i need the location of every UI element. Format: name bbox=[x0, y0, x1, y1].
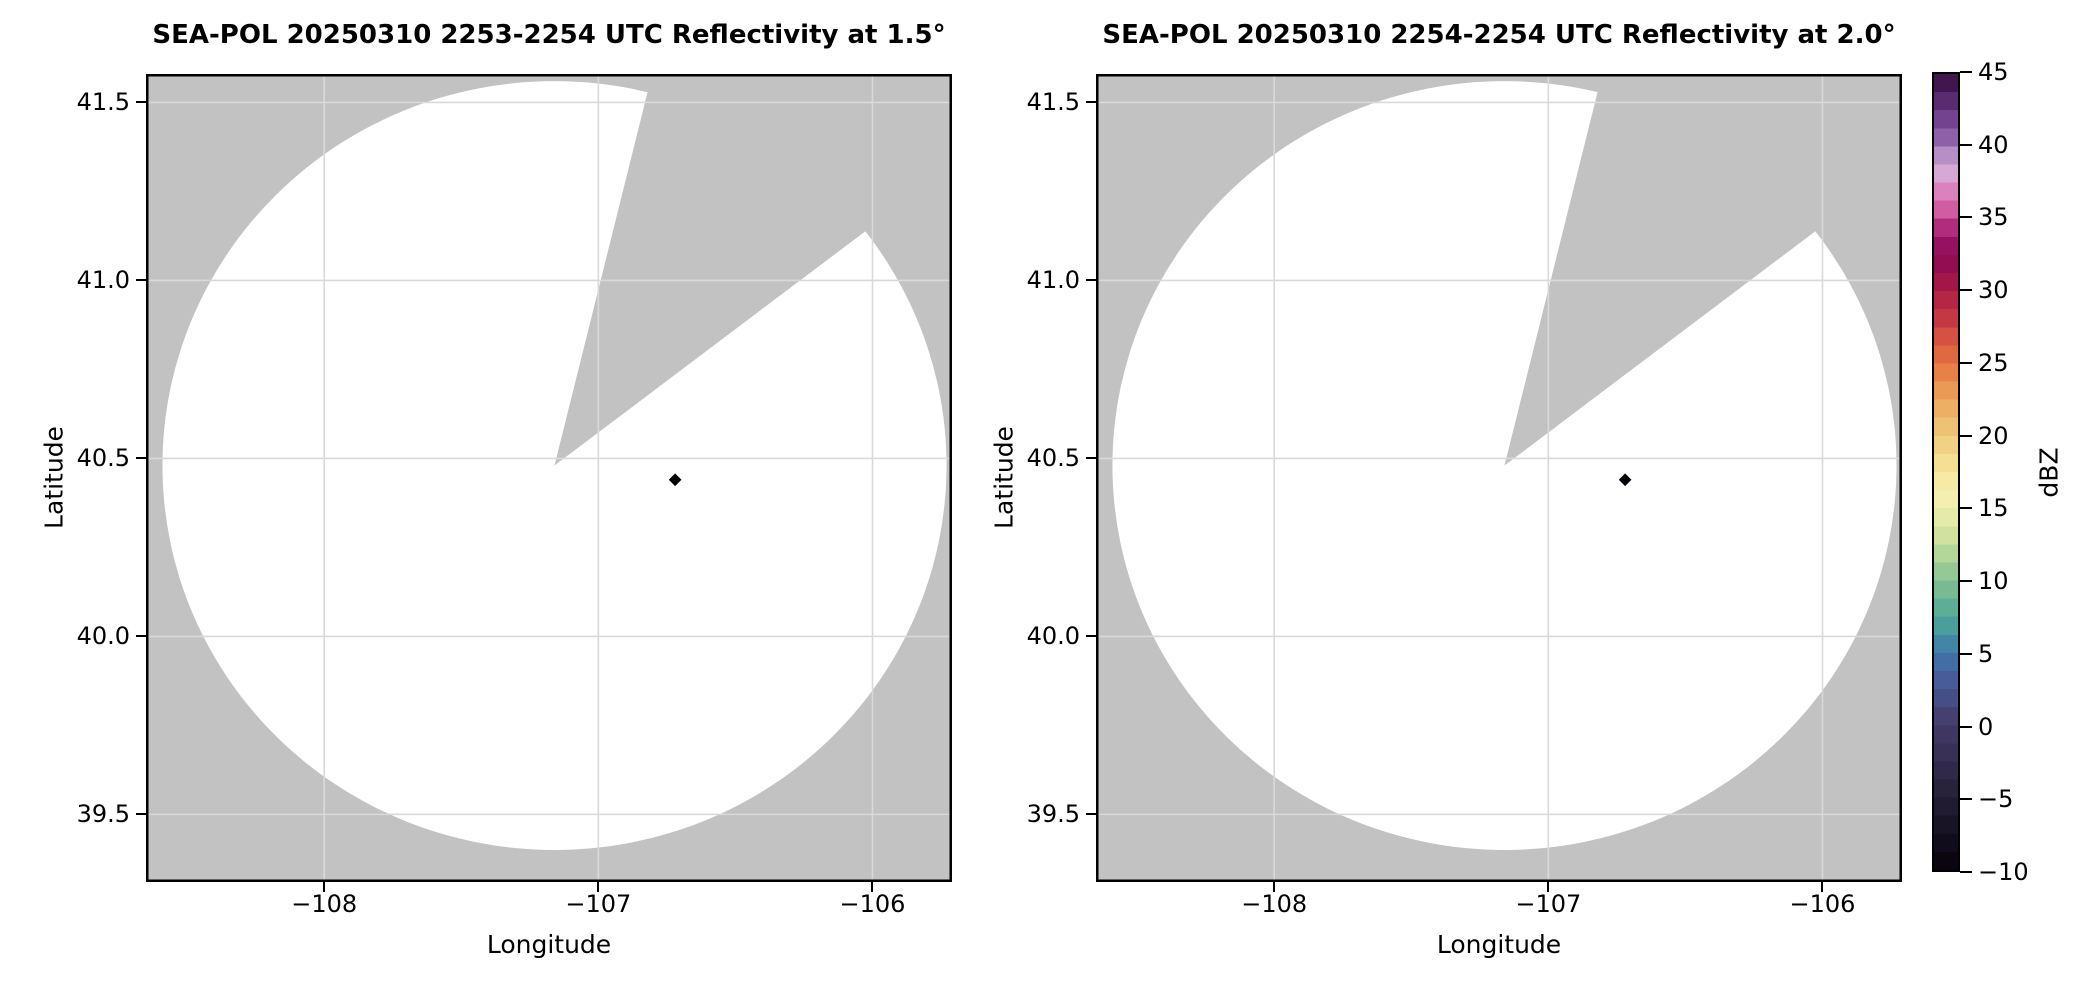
y-tick-label: 41.5 bbox=[76, 88, 130, 117]
colorbar-tick-mark bbox=[1960, 143, 1972, 146]
x-tick-label: −107 bbox=[1515, 890, 1582, 918]
x-tick-mark bbox=[323, 882, 326, 892]
x-tick-mark bbox=[1273, 882, 1276, 892]
y-axis-label-right: Latitude bbox=[989, 426, 1019, 529]
blocked-sector-wedge bbox=[554, 74, 952, 466]
plot-border bbox=[146, 74, 952, 882]
y-tick-mark bbox=[1086, 279, 1096, 282]
x-axis-label-right: Longitude bbox=[1436, 930, 1562, 959]
x-tick-mark bbox=[1547, 882, 1550, 892]
colorbar-tick-mark bbox=[1960, 361, 1972, 364]
colorbar-tick-label: 45 bbox=[1978, 58, 2009, 86]
y-tick-mark bbox=[136, 457, 146, 460]
radar-plot-area-left bbox=[146, 74, 952, 882]
colorbar-tick-label: −10 bbox=[1978, 858, 2029, 886]
colorbar-tick-label: −5 bbox=[1978, 785, 2014, 814]
x-tick-mark bbox=[597, 882, 600, 892]
x-tick-label: −107 bbox=[565, 890, 632, 918]
x-tick-label: −108 bbox=[1241, 890, 1308, 918]
y-tick-label: 40.0 bbox=[76, 622, 130, 651]
y-axis-label-left: Latitude bbox=[39, 426, 69, 529]
x-tick-mark bbox=[871, 882, 874, 892]
colorbar-tick-mark bbox=[1960, 71, 1972, 73]
y-tick-label: 40.5 bbox=[1026, 444, 1080, 473]
colorbar-tick-mark bbox=[1960, 216, 1972, 219]
radar-plot-area-right bbox=[1096, 74, 1902, 882]
colorbar-tick-mark bbox=[1960, 798, 1972, 801]
radar-ppi-svg bbox=[1096, 74, 1902, 882]
colorbar-tick-label: 25 bbox=[1978, 348, 2009, 377]
y-tick-mark bbox=[136, 279, 146, 282]
colorbar-tick-mark bbox=[1960, 434, 1972, 437]
y-tick-mark bbox=[1086, 457, 1096, 460]
x-tick-label: −108 bbox=[291, 890, 358, 918]
x-tick-label: −106 bbox=[1789, 890, 1856, 918]
colorbar bbox=[1932, 72, 1960, 872]
y-tick-label: 41.5 bbox=[1026, 88, 1080, 117]
colorbar-tick-mark bbox=[1960, 652, 1972, 655]
colorbar-axis-label: dBZ bbox=[2034, 447, 2064, 498]
y-tick-label: 41.0 bbox=[76, 266, 130, 295]
plot-border bbox=[1096, 74, 1902, 882]
y-tick-mark bbox=[1086, 101, 1096, 104]
echo-point-marker bbox=[1618, 473, 1632, 487]
y-tick-label: 39.5 bbox=[1026, 800, 1080, 829]
y-tick-label: 40.0 bbox=[1026, 622, 1080, 651]
colorbar-tick-label: 30 bbox=[1978, 276, 2009, 305]
colorbar-tick-mark bbox=[1960, 871, 1972, 873]
colorbar-tick-label: 0 bbox=[1978, 712, 1994, 741]
y-tick-label: 40.5 bbox=[76, 444, 130, 473]
colorbar-tick-mark bbox=[1960, 289, 1972, 292]
y-tick-mark bbox=[136, 813, 146, 816]
colorbar-tick-mark bbox=[1960, 580, 1972, 583]
colorbar-tick-label: 40 bbox=[1978, 130, 2009, 159]
y-tick-mark bbox=[1086, 813, 1096, 816]
x-tick-label: −106 bbox=[839, 890, 906, 918]
colorbar-tick-label: 15 bbox=[1978, 494, 2009, 523]
blocked-sector-wedge bbox=[1504, 74, 1902, 466]
y-tick-mark bbox=[1086, 635, 1096, 638]
panel-title-right: SEA-POL 20250310 2254-2254 UTC Reflectiv… bbox=[1102, 20, 1896, 50]
y-tick-label: 39.5 bbox=[76, 800, 130, 829]
colorbar-tick-label: 20 bbox=[1978, 421, 2009, 450]
y-tick-mark bbox=[136, 635, 146, 638]
radar-ppi-svg bbox=[146, 74, 952, 882]
colorbar-tick-mark bbox=[1960, 725, 1972, 728]
colorbar-tick-label: 5 bbox=[1978, 639, 1994, 668]
colorbar-tick-label: 35 bbox=[1978, 203, 2009, 232]
colorbar-tick-label: 10 bbox=[1978, 567, 2009, 596]
y-tick-mark bbox=[136, 101, 146, 104]
colorbar-tick-mark bbox=[1960, 507, 1972, 510]
panel-title-left: SEA-POL 20250310 2253-2254 UTC Reflectiv… bbox=[152, 20, 946, 50]
x-tick-mark bbox=[1821, 882, 1824, 892]
y-tick-label: 41.0 bbox=[1026, 266, 1080, 295]
x-axis-label-left: Longitude bbox=[486, 930, 612, 959]
